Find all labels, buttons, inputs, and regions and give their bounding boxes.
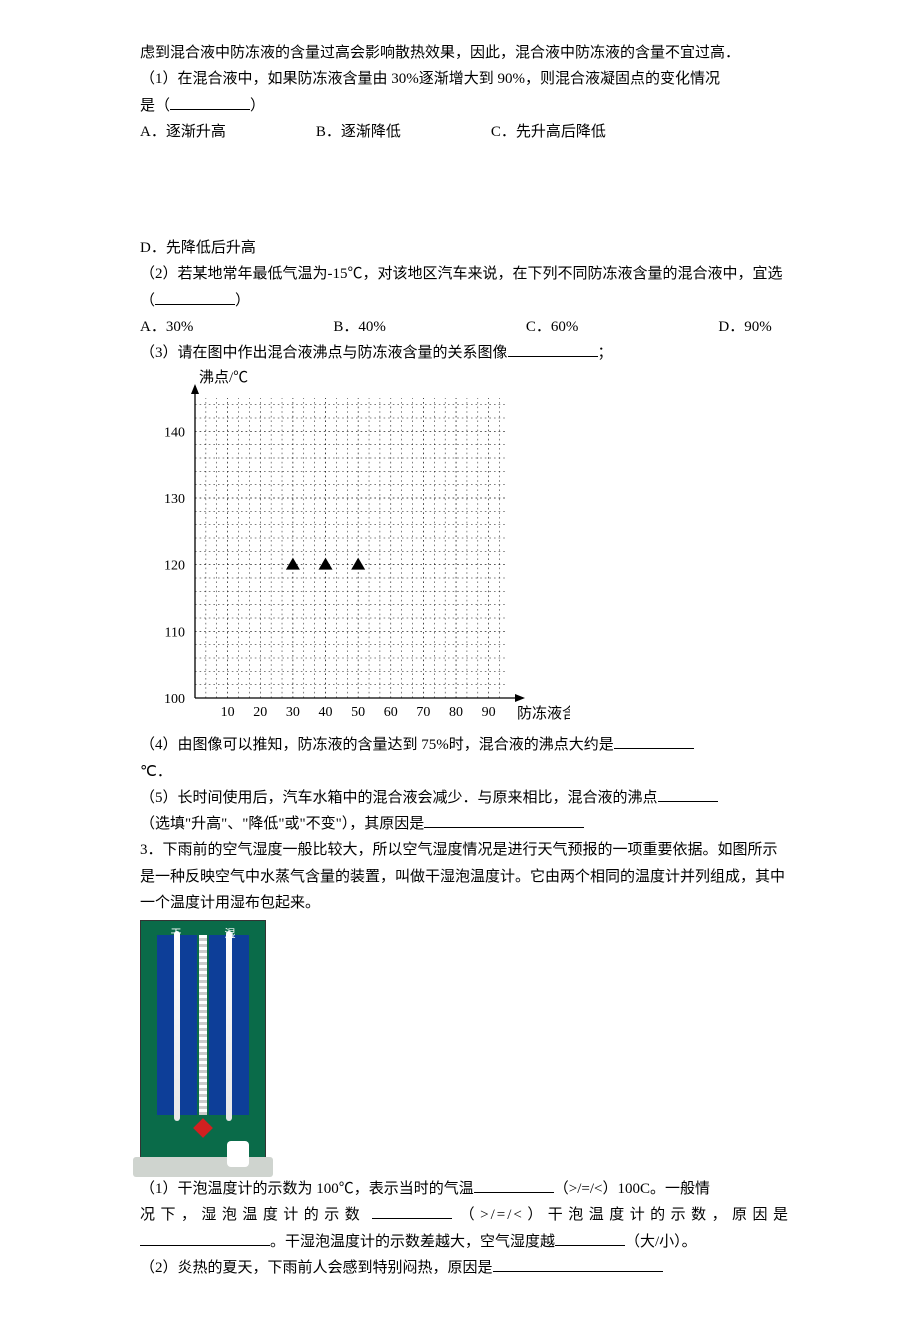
svg-text:120: 120 (164, 559, 185, 574)
q3-1-blank-2[interactable] (372, 1203, 452, 1219)
q1-line-b: 是（ ） (140, 93, 790, 119)
q2-blank[interactable] (155, 289, 235, 305)
hygro-indicator (193, 1118, 213, 1138)
q5-blank-2[interactable] (424, 812, 584, 828)
hygro-tube-left (174, 931, 180, 1121)
svg-text:40: 40 (319, 705, 333, 720)
q5-blank-1[interactable] (658, 786, 718, 802)
q3-1-blank-1[interactable] (474, 1177, 554, 1193)
q5-text: （5）长时间使用后，汽车水箱中的混合液会减少．与原来相比，混合液的沸点 (140, 785, 790, 811)
hygro-tube-right (226, 931, 232, 1121)
q2-b: ） (235, 293, 250, 309)
q3-1-a: （1）干泡温度计的示数为 100℃，表示当时的气温 (140, 1181, 474, 1197)
hygro-center-scale (199, 935, 207, 1115)
page: 虑到混合液中防冻液的含量过高会影响散热效果，因此，混合液中防冻液的含量不宜过高．… (0, 0, 920, 1321)
svg-text:10: 10 (221, 705, 235, 720)
q3-intro: 3．下雨前的空气湿度一般比较大，所以空气湿度情况是进行天气预报的一项重要依据。如… (140, 837, 790, 916)
q5-text-2: （选填"升高"、"降低"或"不变"），其原因是 (140, 811, 790, 837)
svg-text:60: 60 (384, 705, 398, 720)
q3-a: （3）请在图中作出混合液沸点与防冻液含量的关系图像 (140, 345, 508, 361)
svg-text:140: 140 (164, 426, 185, 441)
q2-opt-b: B．40% (333, 314, 386, 340)
q1-blank[interactable] (170, 94, 250, 110)
svg-text:50: 50 (351, 705, 365, 720)
q1-opt-c: C．先升高后降低 (491, 119, 606, 145)
chart-svg: 沸点/℃ 防冻液含量/% 10 20 30 40 50 60 70 80 90 100 110 120 13… (140, 368, 570, 728)
hygro-base (133, 1157, 273, 1177)
svg-text:防冻液含量/%: 防冻液含量/% (517, 704, 570, 722)
q3-1-blank-4[interactable] (555, 1230, 625, 1246)
q2-options: A．30% B．40% C．60% D．90% (140, 314, 790, 340)
q5-a: （5）长时间使用后，汽车水箱中的混合液会减少．与原来相比，混合液的沸点 (140, 790, 658, 806)
svg-text:20: 20 (253, 705, 267, 720)
q3-1-line2: 况下，湿泡温度计的示数 （>/=/<）干泡温度计的示数，原因是 (140, 1202, 790, 1228)
intro-text: 虑到混合液中防冻液的含量过高会影响散热效果，因此，混合液中防冻液的含量不宜过高． (140, 40, 790, 66)
q2-opt-c: C．60% (526, 314, 579, 340)
q3-1-line3: 。干湿泡温度计的示数差越大，空气湿度越 （大/小）。 (140, 1229, 790, 1255)
q3-text: （3）请在图中作出混合液沸点与防冻液含量的关系图像 ； (140, 340, 790, 366)
q3-1-line1: （1）干泡温度计的示数为 100℃，表示当时的气温 （>/=/<）100C。一般情 (140, 1176, 790, 1202)
q3-2-line: （2）炎热的夏天，下雨前人会感到特别闷热，原因是 (140, 1255, 790, 1281)
q3-1-c: 况下，湿泡温度计的示数 (140, 1207, 365, 1223)
q3-2-a: （2）炎热的夏天，下雨前人会感到特别闷热，原因是 (140, 1260, 493, 1276)
hygrometer-figure: 干 湿 (140, 920, 790, 1172)
q3-2-blank[interactable] (493, 1256, 663, 1272)
svg-text:70: 70 (416, 705, 430, 720)
q1-line-a: （1）在混合液中，如果防冻液含量由 30%逐渐增大到 90%，则混合液凝固点的变… (140, 66, 790, 92)
boiling-point-chart: 沸点/℃ 防冻液含量/% 10 20 30 40 50 60 70 80 90 100 110 120 13… (140, 368, 570, 728)
q4-blank[interactable] (614, 733, 694, 749)
q5-b: （选填"升高"、"降低"或"不变"），其原因是 (140, 816, 424, 832)
q3-1-b: （>/=/<）100C。一般情 (554, 1181, 710, 1197)
svg-text:110: 110 (165, 626, 185, 641)
q2-text: （2）若某地常年最低气温为-15℃，对该地区汽车来说，在下列不同防冻液含量的混合… (140, 261, 790, 314)
q1-opt-a: A．逐渐升高 (140, 119, 226, 145)
q4-unit: ℃． (140, 759, 790, 785)
q1-opt-d: D．先降低后升高 (140, 235, 256, 261)
chart-figure: 沸点/℃ 防冻液含量/% 10 20 30 40 50 60 70 80 90 100 110 120 13… (140, 368, 790, 728)
q3-1-blank-3[interactable] (140, 1230, 270, 1246)
q3-1-d: （>/=/<）干泡温度计的示数，原因是 (460, 1207, 790, 1223)
hygro-label-dry: 干 (167, 925, 185, 939)
hygro-label-wet: 湿 (221, 925, 239, 939)
hygro-cup (227, 1141, 249, 1167)
svg-text:30: 30 (286, 705, 300, 720)
q2-opt-a: A．30% (140, 314, 193, 340)
svg-text:90: 90 (482, 705, 496, 720)
q1-options: A．逐渐升高 B．逐渐降低 C．先升高后降低 D．先降低后升高 (140, 119, 790, 262)
svg-text:80: 80 (449, 705, 463, 720)
q4-a: （4）由图像可以推知，防冻液的含量达到 75%时，混合液的沸点大约是 (140, 737, 614, 753)
q1-suffix: ） (250, 98, 265, 114)
q3-1-f: （大/小）。 (625, 1234, 697, 1250)
svg-text:130: 130 (164, 492, 185, 507)
q2-opt-d: D．90% (718, 314, 771, 340)
q3-b: ； (598, 345, 613, 361)
q4-text: （4）由图像可以推知，防冻液的含量达到 75%时，混合液的沸点大约是 (140, 732, 790, 758)
q3-1-e: 。干湿泡温度计的示数差越大，空气湿度越 (270, 1234, 555, 1250)
q1-prefix: 是（ (140, 98, 170, 114)
hygrometer: 干 湿 (140, 920, 266, 1172)
q1-opt-b: B．逐渐降低 (316, 119, 401, 145)
q3-blank[interactable] (508, 341, 598, 357)
svg-text:100: 100 (164, 692, 185, 707)
svg-text:沸点/℃: 沸点/℃ (199, 369, 248, 386)
